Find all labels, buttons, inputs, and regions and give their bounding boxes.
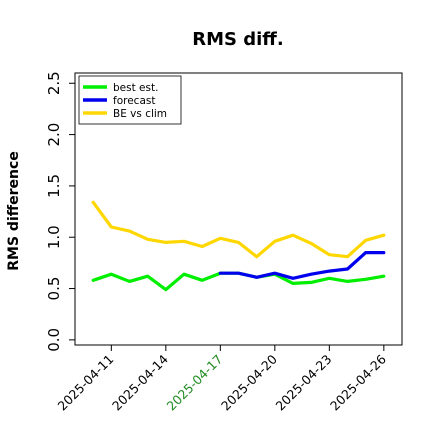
x-axis: 2025-04-112025-04-142025-04-172025-04-20… bbox=[54, 345, 389, 413]
y-tick-label: 1.0 bbox=[45, 225, 63, 249]
legend-label: best est. bbox=[113, 82, 158, 94]
series-line-3 bbox=[91, 200, 386, 259]
x-tick-label: 2025-04-14 bbox=[109, 351, 171, 413]
plot-series bbox=[91, 200, 386, 292]
y-tick-label: 2.5 bbox=[45, 71, 63, 95]
y-tick-label: 2.0 bbox=[45, 123, 63, 147]
legend-label: forecast bbox=[113, 95, 155, 107]
y-tick-label: 1.5 bbox=[45, 174, 63, 198]
x-tick-label: 2025-04-17 bbox=[163, 352, 225, 414]
x-tick-label: 2025-04-11 bbox=[54, 352, 116, 414]
x-tick-label: 2025-04-23 bbox=[272, 352, 334, 414]
series-line-2 bbox=[218, 251, 386, 280]
legend-label: BE vs clim bbox=[113, 108, 167, 120]
x-tick-label: 2025-04-26 bbox=[327, 351, 389, 413]
y-axis: 0.0 0.5 1.0 1.5 2.0 2.5 bbox=[45, 71, 75, 352]
plot-area-frame bbox=[74, 72, 403, 346]
y-tick-label: 0.5 bbox=[45, 277, 63, 301]
y-tick-label: 0.0 bbox=[45, 328, 63, 352]
y-axis-label: RMS difference bbox=[6, 151, 22, 271]
series-line-1 bbox=[91, 271, 386, 292]
x-tick-label: 2025-04-20 bbox=[218, 351, 280, 413]
chart-title: RMS diff. bbox=[192, 29, 283, 50]
